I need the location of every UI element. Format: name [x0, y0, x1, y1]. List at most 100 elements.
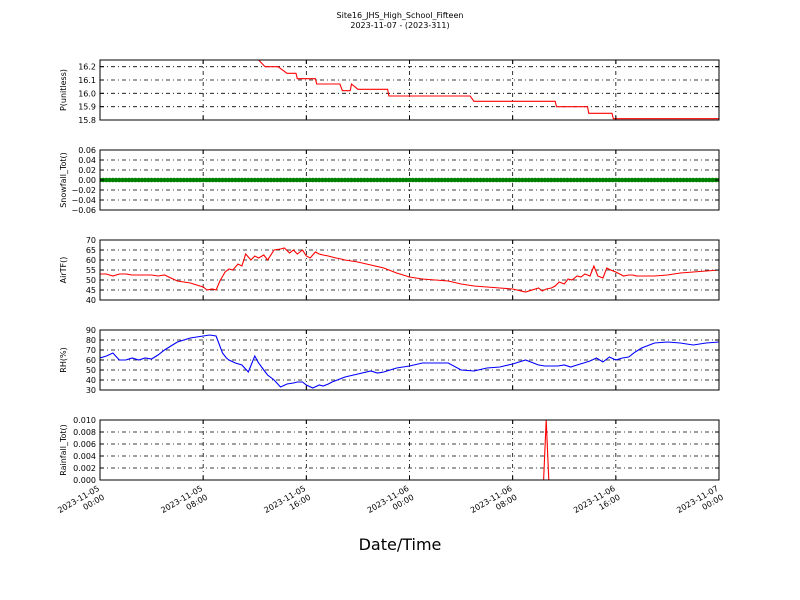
- data-point: [474, 177, 480, 183]
- data-point: [655, 177, 661, 183]
- data-point: [429, 177, 435, 183]
- y-tick-label: −0.04: [71, 196, 96, 205]
- data-point: [213, 177, 219, 183]
- data-point: [400, 177, 406, 183]
- data-point: [465, 177, 470, 183]
- data-point: [487, 177, 493, 183]
- data-point: [491, 177, 496, 183]
- data-point: [494, 177, 499, 183]
- y-tick-label: 0.002: [73, 464, 96, 473]
- chart-subtitle: 2023-11-07 - (2023-311): [350, 21, 450, 30]
- data-point: [587, 177, 593, 183]
- y-tick-label: 90: [86, 326, 96, 335]
- series-line: [258, 60, 719, 120]
- series-line: [100, 247, 719, 293]
- y-tick-label: 0.06: [78, 146, 96, 155]
- data-point: [707, 177, 712, 183]
- y-tick-label: 70: [86, 346, 96, 355]
- data-point: [513, 177, 519, 183]
- data-point: [152, 177, 158, 183]
- data-point: [158, 177, 164, 183]
- x-tick-labels: 2023-11-0500:00 2023-11-0508:00 2023-11-05…: [56, 484, 725, 524]
- data-point: [320, 177, 325, 183]
- series-group: [100, 334, 719, 389]
- series-line: [100, 334, 719, 389]
- data-point: [423, 177, 428, 183]
- data-point: [162, 177, 167, 183]
- data-point: [445, 177, 451, 183]
- data-point: [610, 177, 615, 183]
- data-point: [442, 177, 448, 183]
- data-point: [413, 177, 419, 183]
- y-tick-label: 40: [86, 296, 96, 305]
- data-point: [571, 177, 577, 183]
- data-point: [236, 177, 241, 183]
- data-point: [378, 177, 383, 183]
- x-tick-label: 2023-11-0608:00: [469, 484, 519, 524]
- y-tick-label: 16.1: [78, 76, 96, 85]
- data-point: [204, 177, 209, 183]
- data-point: [120, 177, 125, 183]
- data-point: [552, 177, 557, 183]
- x-axis-label: Date/Time: [358, 535, 442, 554]
- data-point: [642, 177, 648, 183]
- data-point: [584, 177, 590, 183]
- data-point: [191, 177, 196, 183]
- data-point: [113, 177, 119, 183]
- data-point: [149, 177, 154, 183]
- data-point: [410, 177, 416, 183]
- data-point: [694, 177, 699, 183]
- data-point: [278, 177, 283, 183]
- data-point: [432, 177, 438, 183]
- data-point: [294, 177, 299, 183]
- data-point: [661, 177, 667, 183]
- data-point: [252, 177, 258, 183]
- data-point: [407, 177, 412, 183]
- data-point: [326, 177, 332, 183]
- data-point: [681, 177, 686, 183]
- data-point: [561, 177, 567, 183]
- y-tick-label: 60: [86, 356, 96, 365]
- data-point: [155, 177, 161, 183]
- data-point: [597, 177, 603, 183]
- data-point: [532, 177, 538, 183]
- data-point: [246, 177, 251, 183]
- data-point: [107, 177, 112, 183]
- data-point: [565, 177, 570, 183]
- data-point: [265, 177, 270, 183]
- data-point: [384, 177, 390, 183]
- data-point: [684, 177, 690, 183]
- data-point: [297, 177, 303, 183]
- data-point: [526, 177, 532, 183]
- data-point: [523, 177, 528, 183]
- data-point: [697, 177, 702, 183]
- data-point: [146, 177, 151, 183]
- data-point: [291, 177, 296, 183]
- data-point: [626, 177, 632, 183]
- data-point: [600, 177, 606, 183]
- data-point: [520, 177, 525, 183]
- data-point: [629, 177, 635, 183]
- data-point: [632, 177, 638, 183]
- data-point: [368, 177, 374, 183]
- data-point: [310, 177, 316, 183]
- data-point: [258, 177, 264, 183]
- data-point: [455, 177, 461, 183]
- data-point: [239, 177, 245, 183]
- data-point: [481, 177, 486, 183]
- data-point: [607, 177, 612, 183]
- data-point: [268, 177, 274, 183]
- data-point: [178, 177, 183, 183]
- data-point: [471, 177, 477, 183]
- y-tick-label: 0.006: [73, 440, 96, 449]
- data-point: [613, 177, 619, 183]
- data-point: [439, 177, 445, 183]
- data-point: [304, 177, 309, 183]
- y-tick-label: 60: [86, 256, 96, 265]
- data-point: [249, 177, 254, 183]
- data-point: [216, 177, 222, 183]
- series-group: [100, 247, 719, 293]
- data-point: [307, 177, 312, 183]
